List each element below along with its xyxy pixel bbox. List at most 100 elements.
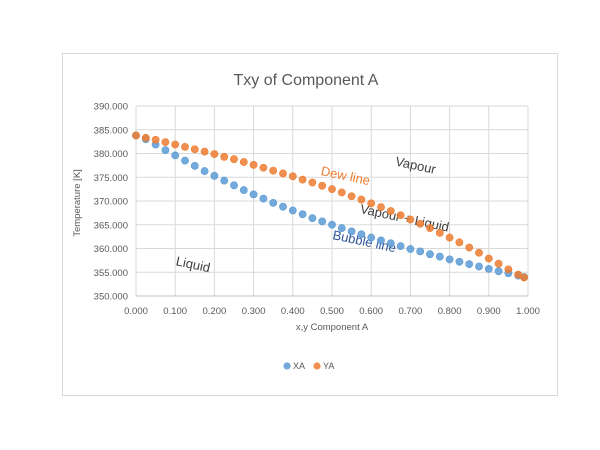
data-point-ya (318, 181, 327, 190)
data-point-xa (367, 233, 376, 242)
data-point-ya (396, 211, 405, 220)
data-point-xa (288, 206, 297, 215)
x-tick-label: 0.300 (242, 306, 266, 317)
x-tick-label: 0.200 (203, 306, 227, 317)
data-point-xa (426, 250, 434, 259)
legend-label: XA (293, 361, 305, 371)
data-point-ya (298, 175, 307, 184)
chart-title: Txy of Component A (234, 72, 379, 89)
data-point-ya (367, 199, 376, 208)
data-point-ya (465, 243, 474, 252)
data-point-xa (298, 210, 307, 219)
data-point-ya (259, 163, 268, 172)
data-point-xa (171, 151, 180, 160)
data-points (132, 131, 528, 282)
x-axis-title: x,y Component A (296, 322, 369, 333)
data-point-xa (416, 247, 425, 256)
data-point-xa (465, 260, 474, 269)
data-point-ya (181, 142, 189, 151)
data-point-xa (337, 224, 346, 232)
data-point-ya (504, 265, 513, 274)
data-point-ya (426, 224, 434, 232)
y-tick-label: 385.000 (94, 125, 128, 136)
data-point-xa (230, 181, 238, 190)
data-point-xa (239, 186, 248, 194)
legend-marker-ya (313, 362, 321, 370)
x-tick-label: 1.000 (516, 306, 540, 317)
data-point-xa (386, 239, 395, 248)
data-point-ya (406, 215, 415, 224)
x-tick-label: 0.500 (320, 306, 344, 317)
data-point-ya (475, 248, 483, 257)
y-tick-label: 380.000 (94, 149, 128, 160)
data-point-xa (269, 198, 278, 207)
data-point-ya (377, 203, 385, 212)
data-point-ya (220, 152, 229, 161)
data-point-xa (328, 220, 336, 229)
annotation-label: Dew line (320, 163, 372, 188)
data-point-xa (435, 252, 444, 261)
y-axis-title: Temperature [K] (72, 169, 83, 237)
y-axis-ticks: 350.000 355.000 360.000 365.000 370.000 375.0… (94, 102, 128, 303)
x-tick-label: 0.400 (281, 306, 305, 317)
data-point-ya (161, 138, 170, 146)
series-ya (132, 131, 528, 282)
data-point-xa (445, 255, 454, 264)
x-tick-label: 0.700 (399, 306, 423, 317)
data-point-ya (279, 169, 287, 178)
data-point-xa (318, 217, 327, 226)
data-point-xa (181, 156, 189, 165)
data-point-ya (445, 233, 454, 242)
data-point-xa (357, 230, 366, 239)
data-point-ya (230, 155, 238, 164)
x-axis-ticks: 0.000 0.100 0.200 0.300 0.400 0.500 0.600 0.700… (124, 306, 540, 317)
x-tick-label: 0.900 (477, 306, 501, 317)
x-tick-label: 0.000 (124, 306, 148, 317)
data-point-ya (269, 166, 278, 175)
data-point-xa (396, 242, 405, 251)
y-tick-label: 350.000 (94, 292, 128, 303)
data-point-ya (132, 131, 140, 140)
data-point-ya (357, 195, 366, 204)
data-point-ya (200, 147, 209, 156)
legend-marker-xa (283, 362, 291, 370)
data-point-ya (455, 238, 464, 247)
data-point-ya (328, 185, 336, 194)
data-point-ya (308, 178, 317, 187)
data-point-ya (416, 219, 425, 228)
data-point-ya (288, 172, 297, 181)
data-point-ya (141, 133, 150, 142)
data-point-xa (259, 194, 268, 203)
data-point-ya (386, 207, 395, 215)
data-point-xa (347, 227, 356, 236)
data-point-ya (190, 145, 199, 154)
data-point-xa (279, 202, 287, 211)
data-point-ya (494, 259, 503, 268)
data-point-xa (190, 161, 199, 170)
data-point-ya (171, 140, 180, 149)
data-point-ya (484, 254, 493, 263)
legend-label: YA (323, 361, 334, 371)
data-point-xa (220, 176, 229, 185)
annotation-label: Vapour (394, 154, 438, 177)
y-tick-label: 365.000 (94, 220, 128, 231)
y-tick-label: 390.000 (94, 102, 128, 113)
legend: XA YA (283, 361, 334, 371)
y-tick-label: 355.000 (94, 268, 128, 279)
y-tick-label: 360.000 (94, 244, 128, 255)
data-point-xa (210, 171, 219, 180)
data-point-ya (337, 188, 346, 197)
data-point-xa (200, 167, 209, 175)
data-point-xa (308, 214, 317, 222)
x-tick-label: 0.100 (163, 306, 187, 317)
data-point-xa (249, 190, 258, 199)
data-point-xa (161, 146, 170, 155)
x-tick-label: 0.600 (359, 306, 383, 317)
data-point-ya (210, 150, 219, 158)
annotation-label: Liquid (175, 253, 212, 275)
data-point-ya (347, 192, 356, 201)
data-point-xa (455, 257, 464, 266)
data-point-xa (406, 245, 415, 253)
y-tick-label: 375.000 (94, 173, 128, 184)
